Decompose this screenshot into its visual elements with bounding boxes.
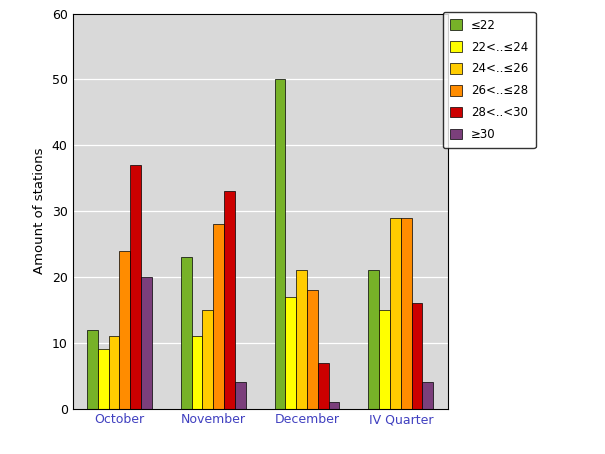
Bar xyxy=(318,362,329,409)
Bar xyxy=(329,402,339,409)
Bar xyxy=(235,382,246,409)
Bar xyxy=(422,382,433,409)
Bar xyxy=(213,224,224,409)
Bar xyxy=(119,251,130,409)
Bar xyxy=(275,79,286,409)
Bar xyxy=(192,336,203,409)
Bar xyxy=(368,271,379,409)
Bar xyxy=(87,330,98,409)
Bar xyxy=(224,191,235,409)
Bar xyxy=(109,336,119,409)
Bar xyxy=(411,303,422,409)
Bar xyxy=(203,310,213,409)
Y-axis label: Amount of stations: Amount of stations xyxy=(33,148,46,274)
Bar xyxy=(130,165,141,409)
Bar xyxy=(390,217,401,409)
Bar xyxy=(98,350,109,409)
Bar xyxy=(401,217,411,409)
Bar xyxy=(181,257,192,409)
Bar xyxy=(296,271,307,409)
Bar xyxy=(286,297,296,409)
Bar xyxy=(307,290,318,409)
Bar xyxy=(379,310,390,409)
Legend: ≤22, 22<..≤24, 24<..≤26, 26<..≤28, 28<..<30, ≥30: ≤22, 22<..≤24, 24<..≤26, 26<..≤28, 28<..… xyxy=(443,12,535,148)
Bar xyxy=(141,277,152,409)
